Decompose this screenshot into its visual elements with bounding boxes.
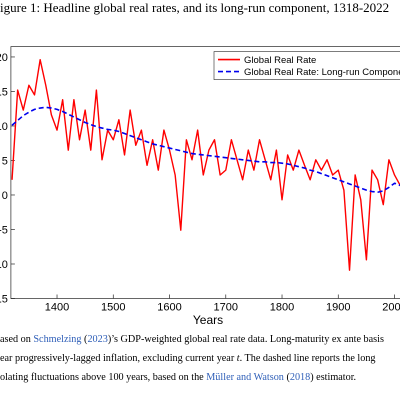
caption-text: ased on <box>0 334 33 345</box>
y-tick-label: -5 <box>0 224 8 236</box>
x-tick-label: 1500 <box>101 302 125 314</box>
caption-text: )’s GDP-weighted global real rate data. … <box>108 334 384 345</box>
caption-text: ( <box>82 334 89 345</box>
caption-line: olating fluctuations above 100 years, ba… <box>0 372 356 383</box>
caption-text: ear progressively-lagged inflation, excl… <box>0 353 237 364</box>
figure-title: igure 1: Headline global real rates, and… <box>0 0 389 15</box>
x-tick-label: 2000 <box>382 302 400 314</box>
caption-text: ( <box>284 372 291 383</box>
caption-link: 2018 <box>290 372 310 383</box>
y-tick-label: 20 <box>0 52 8 64</box>
legend-label: Global Real Rate <box>244 55 316 66</box>
legend-box <box>213 51 400 80</box>
caption-text: olating fluctuations above 100 years, ba… <box>0 372 206 383</box>
y-tick-label: -15 <box>0 294 8 306</box>
caption-link: 2023 <box>87 334 107 345</box>
caption-text: ) estimator. <box>310 372 356 383</box>
x-tick-label: 1700 <box>214 302 238 314</box>
caption-line: ased on Schmelzing (2023)’s GDP-weighted… <box>0 334 384 345</box>
plot-area <box>10 46 400 299</box>
x-tick-label: 1400 <box>45 302 69 314</box>
caption-link: Schmelzing <box>33 334 81 345</box>
x-axis-label: Years <box>193 313 223 327</box>
caption-text: t <box>237 353 241 364</box>
y-tick-label: 5 <box>2 155 8 167</box>
y-tick-label: -10 <box>0 259 8 271</box>
x-tick-label: 1900 <box>326 302 350 314</box>
caption-link: Müller and Watson <box>206 372 284 383</box>
legend-label: Global Real Rate: Long-run Component <box>244 67 400 78</box>
caption-text: . The dashed line reports the long <box>240 353 376 364</box>
y-tick-label: 10 <box>0 121 8 133</box>
x-tick-label: 1800 <box>270 302 294 314</box>
x-tick-label: 1600 <box>157 302 181 314</box>
y-tick-label: 15 <box>0 86 8 98</box>
y-tick-label: 0 <box>2 190 8 202</box>
caption-line: ear progressively-lagged inflation, excl… <box>0 353 376 364</box>
series-line <box>11 59 400 271</box>
series-line <box>11 106 400 194</box>
